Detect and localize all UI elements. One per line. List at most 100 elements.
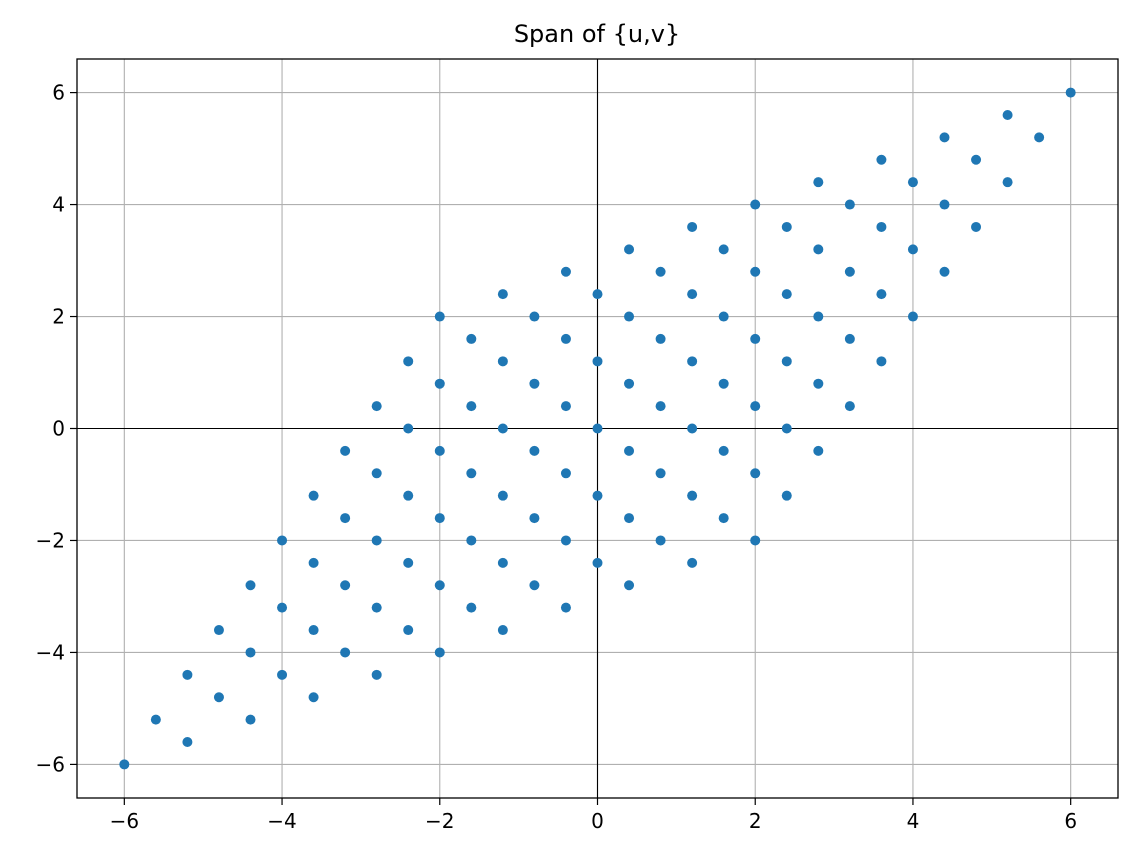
data-point	[403, 423, 414, 434]
data-point	[529, 513, 540, 524]
y-tick-label: 6	[52, 81, 65, 105]
data-point	[844, 199, 855, 210]
data-point	[750, 199, 761, 210]
data-point	[907, 311, 918, 322]
data-point	[655, 535, 666, 546]
data-points	[119, 87, 1076, 770]
data-point	[844, 266, 855, 277]
data-point	[844, 401, 855, 412]
data-point	[403, 490, 414, 501]
data-point	[1065, 87, 1076, 98]
data-point	[718, 311, 729, 322]
data-point	[277, 535, 288, 546]
data-point	[434, 445, 445, 456]
data-point	[718, 244, 729, 255]
data-point	[497, 490, 508, 501]
data-point	[655, 468, 666, 479]
data-point	[624, 378, 635, 389]
data-point	[876, 356, 887, 367]
data-point	[592, 423, 603, 434]
data-point	[813, 311, 824, 322]
data-point	[718, 445, 729, 456]
data-point	[434, 580, 445, 591]
data-point	[371, 602, 382, 613]
data-point	[624, 513, 635, 524]
data-point	[466, 333, 477, 344]
y-tick-label: 2	[52, 305, 65, 329]
data-point	[624, 244, 635, 255]
data-point	[340, 580, 351, 591]
data-point	[560, 535, 571, 546]
data-point	[434, 311, 445, 322]
data-point	[497, 289, 508, 300]
data-point	[687, 557, 698, 568]
data-point	[340, 445, 351, 456]
x-tick-label: 0	[591, 809, 604, 833]
data-point	[624, 580, 635, 591]
data-point	[371, 401, 382, 412]
data-point	[750, 333, 761, 344]
data-point	[876, 221, 887, 232]
data-point	[560, 602, 571, 613]
data-point	[781, 423, 792, 434]
data-point	[718, 513, 729, 524]
data-point	[529, 378, 540, 389]
data-point	[308, 692, 319, 703]
data-point	[529, 445, 540, 456]
data-point	[781, 490, 792, 501]
data-point	[277, 602, 288, 613]
data-point	[750, 401, 761, 412]
data-point	[560, 468, 571, 479]
data-point	[1002, 109, 1013, 120]
data-point	[466, 401, 477, 412]
data-point	[497, 625, 508, 636]
data-point	[529, 580, 540, 591]
data-point	[371, 468, 382, 479]
data-point	[245, 647, 256, 658]
data-point	[213, 625, 224, 636]
data-point	[750, 535, 761, 546]
data-point	[434, 647, 445, 658]
data-point	[876, 289, 887, 300]
y-tick-label: −4	[36, 640, 65, 664]
data-point	[813, 244, 824, 255]
data-point	[403, 625, 414, 636]
y-tick-label: 0	[52, 417, 65, 441]
data-point	[466, 468, 477, 479]
data-point	[308, 490, 319, 501]
data-point	[813, 177, 824, 188]
data-point	[844, 333, 855, 344]
data-point	[624, 311, 635, 322]
data-point	[497, 557, 508, 568]
data-point	[592, 490, 603, 501]
x-tick-label: 6	[1064, 809, 1077, 833]
y-tick-label: 4	[52, 193, 65, 217]
data-point	[971, 154, 982, 165]
data-point	[592, 356, 603, 367]
data-point	[434, 513, 445, 524]
data-point	[813, 445, 824, 456]
data-point	[245, 580, 256, 591]
data-point	[781, 289, 792, 300]
data-point	[403, 557, 414, 568]
y-tick-label: −6	[36, 752, 65, 776]
data-point	[529, 311, 540, 322]
data-point	[939, 132, 950, 143]
data-point	[971, 221, 982, 232]
data-point	[277, 669, 288, 680]
data-point	[150, 714, 161, 725]
x-tick-label: 4	[907, 809, 920, 833]
data-point	[245, 714, 256, 725]
data-point	[687, 423, 698, 434]
data-point	[340, 647, 351, 658]
data-point	[655, 266, 666, 277]
data-point	[655, 333, 666, 344]
data-point	[119, 759, 130, 770]
x-tick-label: −4	[267, 809, 296, 833]
data-point	[560, 266, 571, 277]
data-point	[781, 356, 792, 367]
data-point	[371, 535, 382, 546]
